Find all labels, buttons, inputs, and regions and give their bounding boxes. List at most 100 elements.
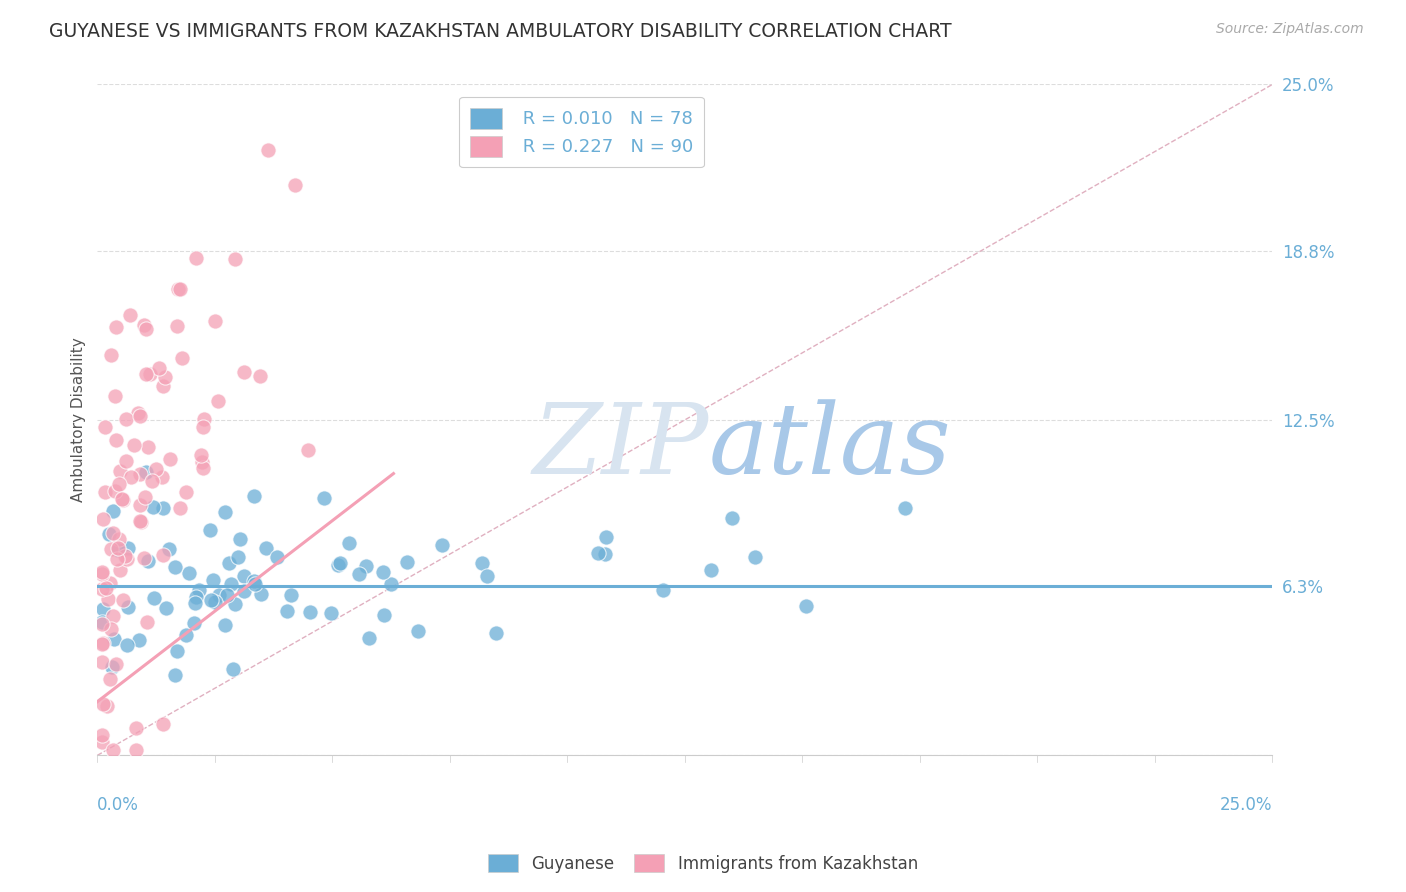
Point: [105, 551, 128, 566]
Point: [326, 558, 349, 572]
Point: [187, 583, 209, 598]
Point: [652, 583, 675, 598]
Point: [276, 604, 298, 618]
Point: [135, 322, 157, 336]
Point: [471, 556, 494, 570]
Point: [191, 420, 214, 434]
Point: [115, 639, 138, 653]
Point: [101, 660, 124, 674]
Point: [193, 412, 215, 426]
Point: [97, 527, 120, 541]
Point: [91, 582, 114, 596]
Point: [166, 319, 188, 334]
Text: ZIP: ZIP: [531, 399, 709, 494]
Point: [152, 549, 174, 563]
Point: [104, 657, 127, 671]
Point: [107, 543, 129, 558]
Point: [179, 566, 201, 581]
Point: [125, 721, 148, 735]
Point: [128, 467, 150, 481]
Point: [165, 560, 187, 574]
Text: 25.0%: 25.0%: [1220, 796, 1272, 814]
Point: [224, 597, 246, 611]
Point: [91, 565, 114, 579]
Point: [337, 536, 360, 550]
Point: [700, 563, 723, 577]
Point: [120, 470, 142, 484]
Point: [430, 538, 453, 552]
Point: [112, 492, 135, 507]
Point: [354, 559, 377, 574]
Point: [98, 576, 121, 591]
Point: [200, 592, 222, 607]
Point: [136, 554, 159, 568]
Point: [184, 596, 207, 610]
Point: [91, 655, 114, 669]
Point: [112, 592, 135, 607]
Point: [224, 252, 246, 266]
Point: [129, 515, 152, 529]
Point: [96, 698, 118, 713]
Point: [284, 178, 307, 192]
Point: [120, 308, 142, 322]
Point: [143, 591, 166, 606]
Point: [152, 501, 174, 516]
Point: [406, 624, 429, 639]
Point: [129, 498, 152, 512]
Point: [100, 622, 122, 636]
Point: [184, 251, 207, 265]
Point: [157, 542, 180, 557]
Point: [193, 460, 215, 475]
Point: [115, 411, 138, 425]
Point: [103, 632, 125, 646]
Point: [150, 470, 173, 484]
Text: GUYANESE VS IMMIGRANTS FROM KAZAKHSTAN AMBULATORY DISABILITY CORRELATION CHART: GUYANESE VS IMMIGRANTS FROM KAZAKHSTAN A…: [49, 22, 952, 41]
Point: [108, 464, 131, 478]
Point: [243, 490, 266, 504]
Point: [94, 419, 117, 434]
Point: [214, 618, 236, 632]
Legend: Guyanese, Immigrants from Kazakhstan: Guyanese, Immigrants from Kazakhstan: [481, 847, 925, 880]
Point: [190, 448, 212, 462]
Point: [321, 607, 343, 621]
Legend:  R = 0.010   N = 78,  R = 0.227   N = 90: R = 0.010 N = 78, R = 0.227 N = 90: [458, 97, 704, 168]
Point: [198, 523, 221, 537]
Point: [191, 455, 214, 469]
Point: [395, 555, 418, 569]
Point: [166, 643, 188, 657]
Point: [117, 541, 139, 556]
Point: [347, 567, 370, 582]
Point: [169, 501, 191, 516]
Point: [794, 599, 817, 613]
Point: [232, 584, 254, 599]
Point: [166, 282, 188, 296]
Point: [280, 588, 302, 602]
Point: [94, 485, 117, 500]
Point: [91, 637, 114, 651]
Point: [299, 605, 322, 619]
Point: [893, 501, 915, 516]
Point: [744, 549, 766, 564]
Point: [214, 505, 236, 519]
Point: [129, 514, 152, 528]
Point: [91, 602, 114, 616]
Point: [249, 368, 271, 383]
Point: [204, 594, 226, 608]
Point: [100, 348, 122, 362]
Point: [103, 609, 125, 624]
Point: [219, 576, 242, 591]
Point: [122, 438, 145, 452]
Point: [104, 483, 127, 498]
Point: [588, 546, 610, 560]
Point: [100, 672, 122, 686]
Point: [132, 550, 155, 565]
Point: [183, 615, 205, 630]
Point: [117, 599, 139, 614]
Point: [720, 511, 742, 525]
Point: [373, 608, 395, 623]
Point: [250, 587, 273, 601]
Point: [221, 662, 243, 676]
Point: [152, 717, 174, 731]
Text: 0.0%: 0.0%: [97, 796, 139, 814]
Point: [141, 474, 163, 488]
